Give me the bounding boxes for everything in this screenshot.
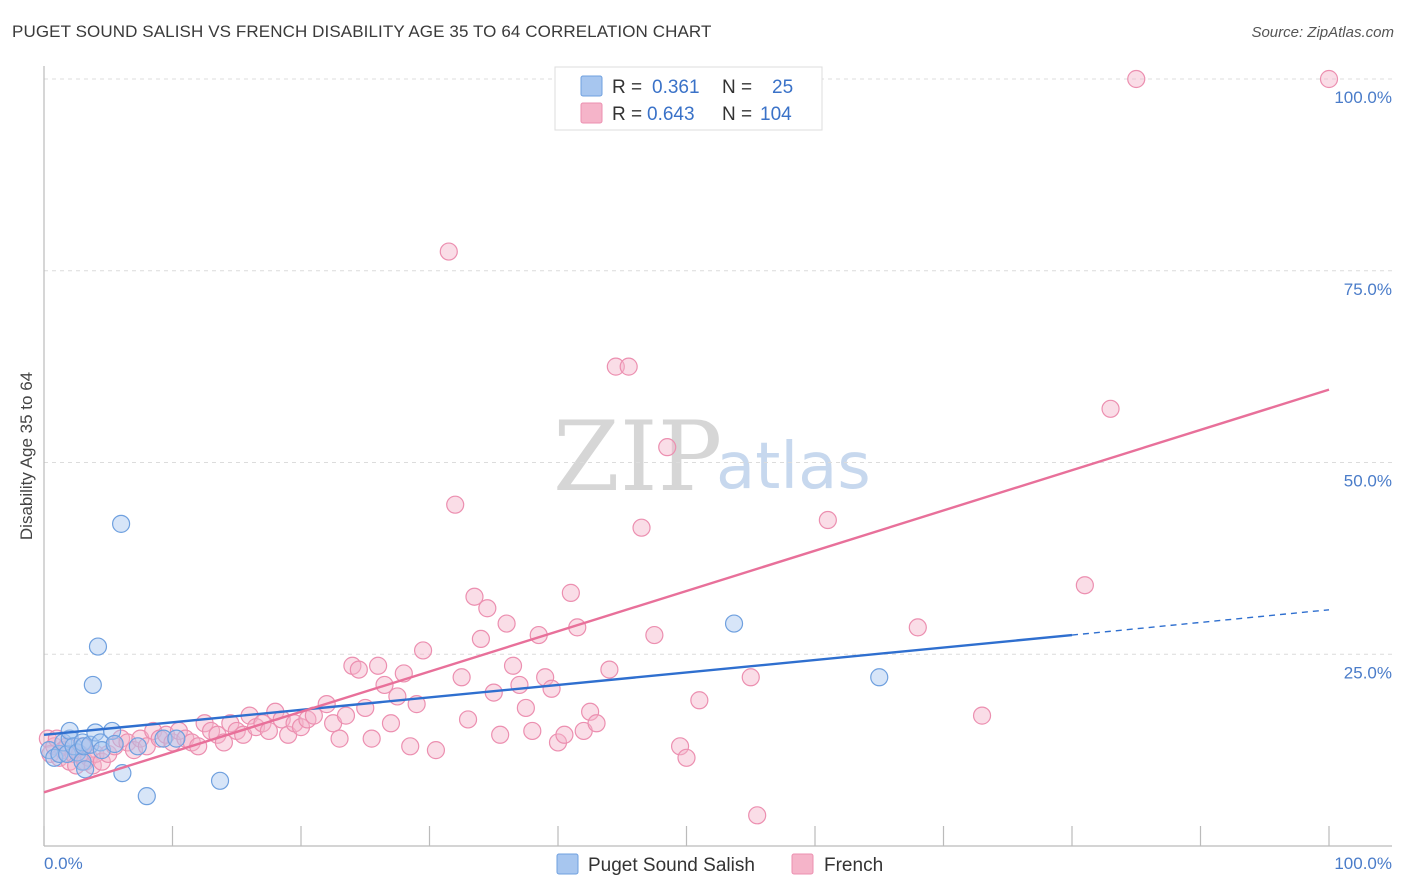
x-tick-label-max: 100.0% — [1334, 854, 1392, 873]
point-salish — [724, 614, 744, 633]
trend-line-salish-extension — [1071, 609, 1330, 636]
y-axis-label: Disability Age 35 to 64 — [17, 372, 36, 540]
legend-r-value-french: 0.643 — [647, 104, 695, 125]
point-french — [446, 495, 465, 514]
point-french — [465, 587, 484, 606]
y-tick-label: 25.0% — [1344, 663, 1392, 682]
point-french — [818, 510, 837, 530]
point-french — [336, 706, 356, 725]
legend-r-value-salish: 0.361 — [652, 77, 700, 98]
y-tick-label: 50.0% — [1344, 472, 1392, 491]
series-legend-swatch-salish — [556, 853, 579, 875]
point-salish — [167, 729, 186, 748]
point-french — [741, 668, 760, 687]
point-french — [349, 660, 368, 679]
series-legend-label-salish: Puget Sound Salish — [588, 855, 755, 876]
legend-n-value-french: 104 — [760, 104, 792, 125]
point-french — [439, 242, 458, 261]
watermark-atlas: atlas — [716, 430, 871, 504]
point-french — [581, 702, 600, 721]
point-french — [401, 737, 420, 756]
point-french — [600, 660, 619, 679]
point-french — [606, 357, 625, 376]
point-french — [510, 675, 529, 695]
point-salish — [137, 787, 156, 806]
point-salish — [91, 733, 110, 752]
legend-n-value-salish: 25 — [772, 77, 793, 98]
legend-swatch-french — [580, 102, 603, 124]
point-french — [497, 614, 516, 633]
point-french — [1127, 69, 1146, 89]
point-french — [458, 710, 478, 729]
series-legend: Puget Sound Salish French — [556, 853, 883, 876]
point-salish — [88, 637, 108, 656]
source-credit: Source: ZipAtlas.com — [1251, 24, 1394, 41]
point-french — [471, 629, 490, 649]
point-french — [426, 741, 446, 760]
point-french — [478, 599, 497, 618]
point-french — [330, 729, 349, 748]
point-french — [587, 714, 606, 733]
trend-line-french — [43, 388, 1330, 794]
legend-n-label-french: N = — [722, 104, 752, 125]
trend-lines — [43, 388, 1330, 794]
point-french — [1101, 399, 1120, 418]
legend-r-label-french: R = — [612, 104, 642, 125]
legend-n-label-salish: N = — [722, 77, 752, 98]
point-french — [1319, 69, 1339, 89]
x-tick-label-min: 0.0% — [44, 854, 83, 873]
stats-legend: R = 0.361 N = 25 R = 0.643 N = 104 — [554, 66, 823, 131]
point-french — [972, 706, 992, 725]
point-french — [555, 725, 574, 744]
point-french — [632, 518, 651, 537]
point-french — [388, 687, 407, 706]
trend-line-salish — [43, 633, 1073, 736]
point-french — [516, 698, 535, 718]
point-french — [690, 691, 709, 710]
point-salish — [154, 729, 173, 748]
point-salish — [210, 771, 230, 790]
point-french — [369, 656, 388, 675]
point-french — [561, 583, 580, 602]
chart-title: PUGET SOUND SALISH VS FRENCH DISABILITY … — [12, 22, 712, 41]
point-salish — [128, 737, 147, 756]
y-tick-label: 75.0% — [1344, 280, 1392, 299]
watermark-zip: ZIP — [553, 401, 722, 513]
grid-lines — [44, 78, 1392, 655]
series-legend-swatch-french — [791, 853, 814, 875]
point-french — [645, 625, 664, 645]
point-salish — [50, 744, 69, 764]
point-salish — [111, 514, 131, 533]
point-french — [908, 618, 927, 637]
point-salish — [105, 734, 124, 754]
point-french — [503, 656, 523, 675]
x-axis-ticks — [43, 826, 1330, 846]
series-legend-label-french: French — [824, 855, 883, 876]
point-french — [677, 748, 696, 767]
point-french — [542, 679, 561, 698]
point-french — [362, 729, 381, 748]
point-french — [1075, 576, 1094, 595]
point-salish — [870, 668, 889, 687]
y-tick-label: 100.0% — [1334, 88, 1392, 107]
point-french — [670, 737, 690, 756]
point-french — [491, 725, 510, 744]
point-salish — [83, 675, 102, 695]
point-salish — [76, 760, 95, 779]
point-french — [619, 357, 638, 376]
point-french — [748, 806, 767, 825]
point-french — [381, 714, 401, 733]
legend-swatch-salish — [580, 75, 603, 97]
legend-r-label-salish: R = — [612, 77, 642, 98]
y-tick-labels: 25.0% 50.0% 75.0% 100.0% — [1334, 88, 1392, 682]
point-french — [523, 721, 542, 741]
point-french — [452, 668, 471, 687]
point-french — [413, 641, 433, 660]
point-french — [658, 438, 677, 457]
